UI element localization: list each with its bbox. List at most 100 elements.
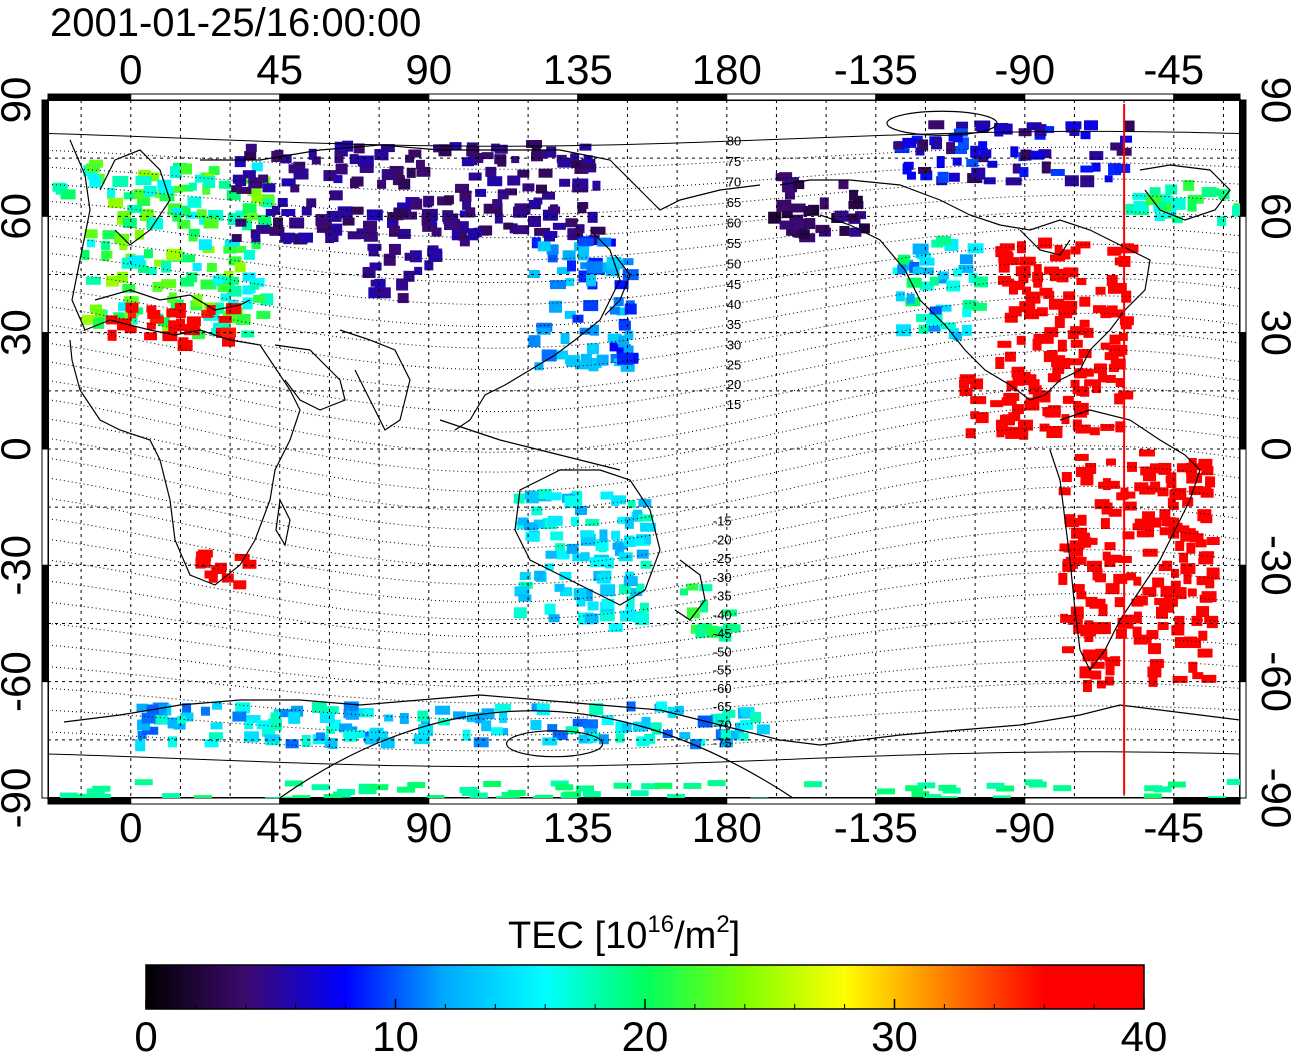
contour-label: 25 <box>727 357 741 372</box>
coast-madagascar <box>275 497 291 547</box>
tec-cell <box>466 712 476 723</box>
tec-cell <box>1056 249 1071 260</box>
tec-cell <box>617 516 631 524</box>
tec-cell <box>1047 405 1061 415</box>
tec-cell <box>1008 306 1022 317</box>
tec-cell <box>957 137 969 150</box>
tec-cell <box>188 182 197 191</box>
tec-cell <box>572 718 588 727</box>
tec-cell <box>242 272 256 282</box>
tec-cell <box>1001 414 1015 426</box>
tec-cell <box>514 586 530 597</box>
tec-cell <box>1054 245 1063 254</box>
tec-cell <box>548 206 561 214</box>
tec-cell <box>544 603 556 615</box>
tec-cell <box>241 330 255 338</box>
tec-cell <box>427 214 437 226</box>
tec-cell <box>270 712 280 723</box>
tec-cell <box>186 316 201 327</box>
tec-cell <box>1187 588 1197 597</box>
tec-cell <box>528 215 542 227</box>
tec-cell <box>1165 184 1178 195</box>
tec-cell <box>499 711 508 724</box>
tec-cell <box>1197 509 1212 522</box>
tec-cell <box>779 172 793 182</box>
tec-cell <box>60 189 76 200</box>
tec-cell <box>1090 670 1102 680</box>
tec-cell <box>1110 656 1121 667</box>
colorbar: TEC [1016/m2] 0 10 20 30 40 <box>134 911 1167 1057</box>
tec-cell <box>1032 272 1044 283</box>
tec-cell <box>426 795 445 798</box>
contour-label: -60 <box>713 681 732 696</box>
tec-cell <box>87 172 98 180</box>
tec-cell <box>137 719 151 731</box>
tec-cell <box>615 733 625 743</box>
tec-cell <box>1075 556 1087 565</box>
tec-cell <box>623 576 638 587</box>
colorbar-tick-label: 30 <box>871 1013 918 1057</box>
tec-cell <box>576 785 595 792</box>
tec-cell <box>849 189 859 201</box>
tec-cell <box>585 163 597 173</box>
tec-cell <box>1122 531 1135 540</box>
tec-cell <box>513 607 527 619</box>
tec-cell <box>1122 244 1139 253</box>
tec-cell <box>595 538 609 551</box>
tec-cell <box>256 720 271 730</box>
tec-cell <box>306 198 317 208</box>
tec-cell <box>166 308 181 318</box>
tec-cell <box>1108 508 1122 517</box>
tec-cell <box>546 244 559 255</box>
tec-cell <box>1179 552 1189 563</box>
tec-cell <box>422 221 438 232</box>
tec-cell <box>487 176 503 187</box>
tec-cell <box>808 204 820 216</box>
contour-label: 75 <box>727 154 741 169</box>
tec-cell <box>598 734 609 745</box>
contour-line <box>48 728 1240 752</box>
tec-cell <box>271 150 282 162</box>
longitude-label: 0 <box>119 804 142 851</box>
colorbar-tick-label: 10 <box>372 1013 419 1057</box>
tec-cell <box>1057 339 1067 352</box>
coast-japan <box>604 254 631 316</box>
tec-cell <box>518 581 533 589</box>
tec-cell <box>381 169 394 181</box>
bottom-longitude-labels: 0 45 90 135 180 -135 -90 -45 <box>119 804 1204 851</box>
tec-cell <box>192 294 203 307</box>
tec-cell <box>893 141 905 150</box>
tec-cell <box>462 199 472 210</box>
tec-cell <box>457 231 467 241</box>
tec-cell <box>877 788 896 795</box>
tec-cell <box>633 509 643 522</box>
tec-cell <box>555 543 566 555</box>
tec-cell <box>397 293 409 304</box>
tec-cell <box>622 258 634 266</box>
tec-cell <box>483 780 502 787</box>
tec-cell <box>554 350 568 360</box>
tec-cell <box>235 175 247 187</box>
tec-cell <box>421 213 431 226</box>
tec-cell <box>1033 264 1042 274</box>
tec-cell <box>168 320 182 332</box>
tec-cell <box>236 186 252 194</box>
tec-cell <box>331 223 343 236</box>
tec-cell <box>559 571 572 580</box>
frame-bar-left <box>41 332 49 450</box>
tec-cell <box>965 428 976 439</box>
longitude-label: 45 <box>256 46 303 93</box>
tec-cell <box>919 257 935 266</box>
tec-cell <box>273 709 286 718</box>
tec-cell <box>1126 572 1137 581</box>
tec-cell <box>342 217 355 226</box>
tec-cell <box>380 737 395 749</box>
tec-cell <box>1146 630 1159 640</box>
coast-australia <box>514 469 661 606</box>
tec-cell <box>161 279 177 289</box>
tec-cell <box>474 712 486 724</box>
tec-cell <box>1080 387 1090 397</box>
tec-cell <box>369 730 381 740</box>
tec-cell <box>1049 271 1060 282</box>
tec-cell <box>297 232 313 243</box>
